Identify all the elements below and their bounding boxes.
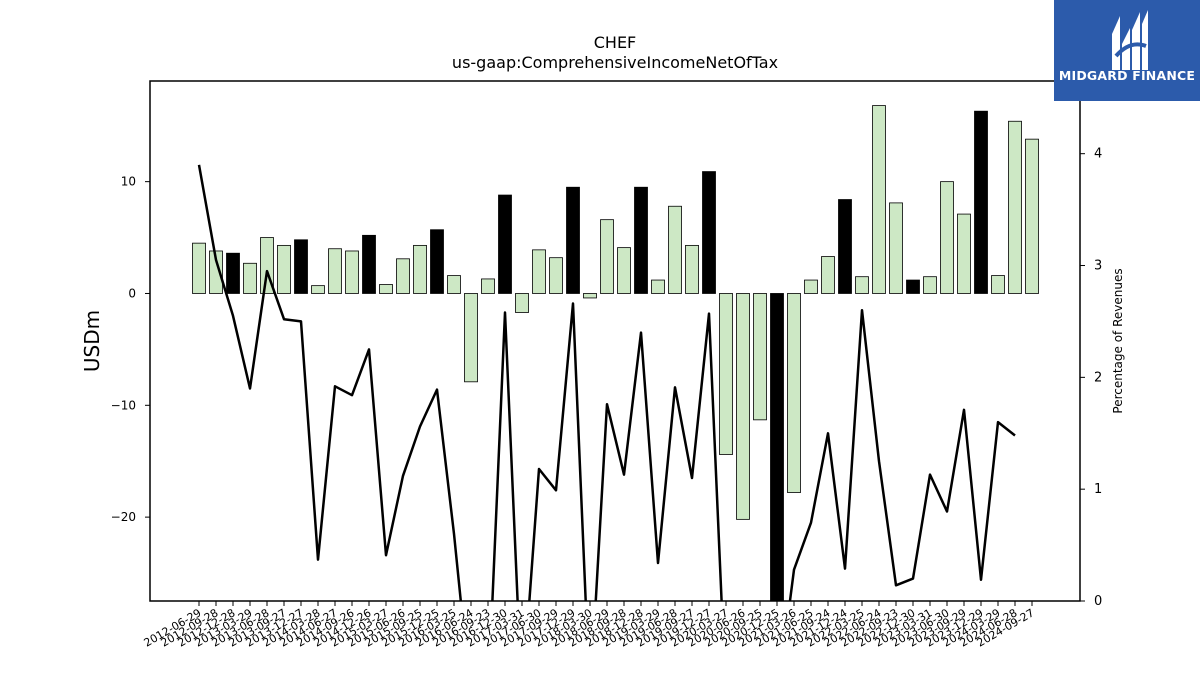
bar-2020-12-25 <box>770 293 784 602</box>
bar-2015-06-26 <box>396 258 410 294</box>
midgard-logo-icon <box>1112 10 1148 70</box>
bar-2017-09-29 <box>549 257 563 294</box>
bar-2018-03-30 <box>583 293 597 299</box>
y-tick-label: 0 <box>128 286 136 300</box>
y2-axis-label: Percentage of Revenues <box>1111 268 1125 413</box>
bar-2016-03-25 <box>447 275 461 294</box>
y2-tick-label: 4 <box>1094 147 1102 162</box>
bar-2022-12-30 <box>906 279 920 294</box>
bar-2019-12-27 <box>702 171 716 294</box>
y-tick-label: 10 <box>121 175 136 189</box>
chart-title: CHEF <box>594 33 637 52</box>
bar-series <box>192 105 1039 602</box>
bar-2024-06-28 <box>1008 120 1022 294</box>
y2-tick-label: 3 <box>1094 259 1102 274</box>
bar-2014-03-28 <box>311 285 325 294</box>
bar-2024-09-27 <box>1025 138 1039 294</box>
bar-2015-03-27 <box>379 284 393 294</box>
bar-2022-03-25 <box>855 276 869 294</box>
bar-2013-03-29 <box>243 262 257 294</box>
bar-2020-03-27 <box>719 293 733 455</box>
y-tick-label: −20 <box>111 510 136 524</box>
bar-2022-09-23 <box>889 202 903 294</box>
line-series <box>197 164 1016 601</box>
bar-2013-09-27 <box>277 244 291 294</box>
bar-2024-03-29 <box>991 275 1005 294</box>
bar-2012-12-28 <box>226 252 240 294</box>
bar-2021-12-24 <box>838 199 852 294</box>
y2-tick-label: 1 <box>1094 482 1102 497</box>
bar-2021-09-24 <box>821 256 835 294</box>
chart-subtitle: us-gaap:ComprehensiveIncomeNetOfTax <box>452 53 778 72</box>
y2-tick-label: 0 <box>1094 594 1102 609</box>
bar-2012-06-29 <box>192 242 206 294</box>
bar-2016-09-23 <box>481 278 495 294</box>
bar-2015-09-25 <box>413 244 427 294</box>
bar-2018-12-28 <box>634 186 648 294</box>
axes: −20−10010012342012-06-292012-09-282012-1… <box>111 147 1103 650</box>
bar-2021-06-25 <box>804 279 818 294</box>
bar-2023-12-29 <box>974 110 988 294</box>
bar-2018-09-28 <box>617 247 631 294</box>
bar-2016-12-30 <box>498 194 512 294</box>
y2-tick-label: 2 <box>1094 370 1102 385</box>
bar-2020-09-25 <box>753 293 767 421</box>
bar-2019-03-29 <box>651 279 665 294</box>
bar-2023-03-31 <box>923 276 937 294</box>
bar-2017-06-30 <box>532 249 546 294</box>
bar-2020-06-26 <box>736 293 750 520</box>
bar-2019-09-27 <box>685 244 699 294</box>
midgard-logo: MIDGARD FINANCE <box>1054 0 1200 101</box>
bar-2018-06-29 <box>600 219 614 294</box>
percentage-line <box>197 164 1016 601</box>
plot-frame <box>149 80 1081 602</box>
bar-2015-12-25 <box>430 229 444 294</box>
logo-text: MIDGARD FINANCE <box>1058 68 1196 83</box>
bar-2017-03-31 <box>515 293 529 313</box>
bar-2013-12-27 <box>294 239 308 294</box>
bar-2019-06-28 <box>668 205 682 294</box>
bar-2014-06-27 <box>328 248 342 294</box>
bar-2014-09-26 <box>345 250 359 294</box>
bar-2023-09-29 <box>957 213 971 294</box>
bar-2012-09-28 <box>209 250 223 294</box>
y-tick-label: −10 <box>111 398 136 412</box>
bar-2022-06-24 <box>872 105 886 294</box>
bar-2021-03-26 <box>787 293 801 493</box>
bar-2014-12-26 <box>362 234 376 294</box>
bar-2023-06-30 <box>940 181 954 294</box>
bar-2017-12-29 <box>566 186 580 294</box>
y-axis-label: USDm <box>80 310 104 372</box>
bar-2016-06-24 <box>464 293 478 383</box>
